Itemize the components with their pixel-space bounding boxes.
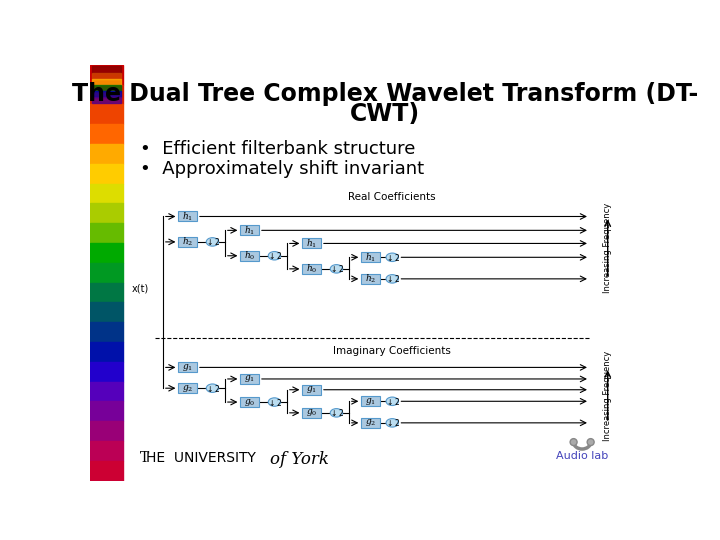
Bar <box>90 282 122 302</box>
FancyBboxPatch shape <box>302 239 321 248</box>
Text: of York: of York <box>270 450 329 468</box>
Ellipse shape <box>386 253 398 261</box>
FancyBboxPatch shape <box>179 362 197 373</box>
Text: $g_0$: $g_0$ <box>244 396 256 408</box>
Bar <box>90 421 122 441</box>
Ellipse shape <box>330 265 343 273</box>
Bar <box>90 223 122 243</box>
Ellipse shape <box>206 238 219 246</box>
Text: $\downarrow$2: $\downarrow$2 <box>384 252 400 263</box>
Text: x(t): x(t) <box>132 283 149 293</box>
Text: $h_1$: $h_1$ <box>244 224 255 237</box>
FancyBboxPatch shape <box>240 397 259 407</box>
Text: HE  UNIVERSITY: HE UNIVERSITY <box>145 450 256 464</box>
Text: $h_1$: $h_1$ <box>182 210 193 222</box>
Text: T: T <box>140 450 149 464</box>
Text: Increasing Frequency: Increasing Frequency <box>603 351 612 441</box>
FancyBboxPatch shape <box>302 384 321 395</box>
Bar <box>90 362 122 382</box>
Bar <box>90 204 122 223</box>
Text: $g_0$: $g_0$ <box>306 407 318 419</box>
Text: $\downarrow$2: $\downarrow$2 <box>204 237 220 247</box>
FancyBboxPatch shape <box>179 237 197 247</box>
Text: $\downarrow$2: $\downarrow$2 <box>384 273 400 285</box>
FancyBboxPatch shape <box>361 274 380 284</box>
Bar <box>90 164 122 184</box>
Bar <box>90 124 122 144</box>
Text: Real Coefficients: Real Coefficients <box>348 192 436 202</box>
Bar <box>91 72 121 79</box>
Ellipse shape <box>269 252 281 260</box>
Bar <box>90 184 122 204</box>
Ellipse shape <box>330 409 343 417</box>
Text: $h_2$: $h_2$ <box>182 235 193 248</box>
Bar <box>91 91 121 97</box>
Text: The Dual Tree Complex Wavelet Transform (DT-: The Dual Tree Complex Wavelet Transform … <box>72 82 698 106</box>
Text: $h_2$: $h_2$ <box>365 273 376 285</box>
FancyBboxPatch shape <box>240 225 259 235</box>
FancyBboxPatch shape <box>179 212 197 221</box>
Bar <box>90 441 122 461</box>
Text: Increasing Frequency: Increasing Frequency <box>603 203 612 293</box>
Bar <box>91 79 121 85</box>
FancyBboxPatch shape <box>240 374 259 384</box>
Text: $h_1$: $h_1$ <box>306 237 318 249</box>
Text: $\downarrow$2: $\downarrow$2 <box>267 250 282 261</box>
FancyBboxPatch shape <box>240 251 259 261</box>
Ellipse shape <box>386 275 398 283</box>
FancyBboxPatch shape <box>302 264 321 274</box>
Ellipse shape <box>206 384 219 393</box>
Circle shape <box>570 438 577 445</box>
Text: $\downarrow$2: $\downarrow$2 <box>329 264 344 274</box>
Text: $\downarrow$2: $\downarrow$2 <box>267 396 282 408</box>
Text: $\downarrow$2: $\downarrow$2 <box>204 383 220 394</box>
Text: $\downarrow$2: $\downarrow$2 <box>384 417 400 428</box>
FancyBboxPatch shape <box>361 418 380 428</box>
Text: $g_2$: $g_2$ <box>182 383 193 394</box>
Text: $h_0$: $h_0$ <box>306 262 318 275</box>
Bar <box>90 65 122 85</box>
Text: $h_0$: $h_0$ <box>244 249 256 262</box>
Bar <box>90 302 122 322</box>
Bar <box>90 342 122 362</box>
Bar <box>90 461 122 481</box>
Text: CWT): CWT) <box>350 102 420 126</box>
Circle shape <box>588 438 594 445</box>
Text: $h_1$: $h_1$ <box>365 251 376 264</box>
Text: •  Approximately shift invariant: • Approximately shift invariant <box>140 160 424 178</box>
Bar <box>90 401 122 421</box>
FancyBboxPatch shape <box>302 408 321 418</box>
FancyBboxPatch shape <box>179 383 197 393</box>
Bar <box>90 104 122 124</box>
Bar <box>91 85 121 91</box>
FancyBboxPatch shape <box>361 396 380 406</box>
Text: $\downarrow$2: $\downarrow$2 <box>329 407 344 419</box>
Ellipse shape <box>386 397 398 406</box>
Text: $g_1$: $g_1$ <box>244 374 255 384</box>
Bar <box>90 243 122 263</box>
Ellipse shape <box>269 398 281 406</box>
Text: Imaginary Coefficients: Imaginary Coefficients <box>333 346 451 356</box>
FancyBboxPatch shape <box>361 252 380 262</box>
Text: Audio lab: Audio lab <box>556 451 608 461</box>
Bar <box>90 382 122 401</box>
Bar <box>90 322 122 342</box>
Text: $g_2$: $g_2$ <box>365 417 376 428</box>
Bar <box>91 66 121 72</box>
Ellipse shape <box>386 418 398 427</box>
Bar <box>91 97 121 103</box>
Bar <box>90 144 122 164</box>
Text: $g_1$: $g_1$ <box>306 384 317 395</box>
Text: $g_1$: $g_1$ <box>182 362 193 373</box>
Bar <box>90 263 122 282</box>
Bar <box>90 85 122 104</box>
Text: $\downarrow$2: $\downarrow$2 <box>384 396 400 407</box>
Text: $g_1$: $g_1$ <box>365 396 376 407</box>
Text: •  Efficient filterbank structure: • Efficient filterbank structure <box>140 140 415 159</box>
